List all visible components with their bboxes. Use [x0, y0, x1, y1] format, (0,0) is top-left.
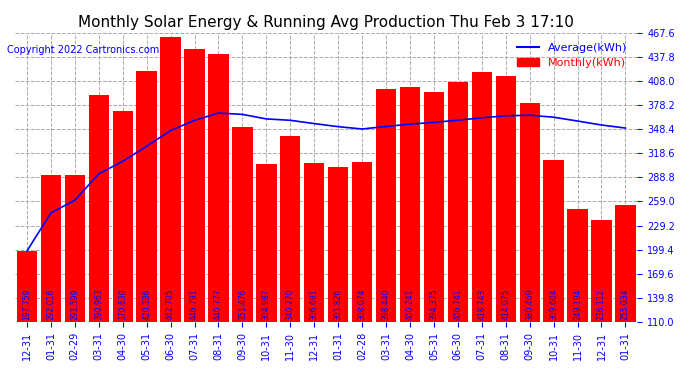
- Bar: [495, 76, 516, 322]
- Text: 406.741: 406.741: [453, 288, 462, 320]
- Text: 394.375: 394.375: [429, 288, 438, 320]
- Bar: [88, 94, 109, 322]
- Bar: [376, 88, 396, 322]
- Bar: [280, 136, 300, 322]
- Bar: [17, 251, 37, 322]
- Text: 418.743: 418.743: [477, 288, 486, 320]
- Bar: [448, 82, 468, 322]
- Text: 309.604: 309.604: [549, 288, 558, 320]
- Text: Copyright 2022 Cartronics.com: Copyright 2022 Cartronics.com: [7, 45, 159, 55]
- Text: 400.241: 400.241: [406, 288, 415, 320]
- Bar: [65, 175, 85, 322]
- Text: 236.112: 236.112: [597, 288, 606, 320]
- Text: 398.440: 398.440: [382, 288, 391, 320]
- Bar: [184, 50, 205, 322]
- Text: 255.034: 255.034: [621, 288, 630, 320]
- Bar: [112, 111, 133, 322]
- Text: 340.270: 340.270: [286, 288, 295, 320]
- Bar: [567, 209, 588, 322]
- Bar: [472, 72, 492, 322]
- Text: 390.963: 390.963: [95, 288, 103, 320]
- Text: 446.791: 446.791: [190, 288, 199, 320]
- Bar: [208, 54, 228, 322]
- Text: 306.691: 306.691: [310, 288, 319, 320]
- Text: 249.194: 249.194: [573, 288, 582, 320]
- Bar: [520, 103, 540, 322]
- Bar: [41, 175, 61, 322]
- Bar: [544, 160, 564, 322]
- Text: 370.630: 370.630: [118, 288, 127, 320]
- Text: 304.987: 304.987: [262, 288, 271, 320]
- Bar: [161, 36, 181, 322]
- Text: 291.599: 291.599: [70, 288, 79, 320]
- Text: 420.386: 420.386: [142, 288, 151, 320]
- Bar: [400, 87, 420, 322]
- Text: 292.016: 292.016: [46, 288, 55, 320]
- Bar: [591, 220, 611, 322]
- Text: 462.705: 462.705: [166, 288, 175, 320]
- Text: 301.826: 301.826: [334, 288, 343, 320]
- Legend: Average(kWh), Monthly(kWh): Average(kWh), Monthly(kWh): [513, 38, 632, 72]
- Bar: [256, 164, 277, 322]
- Bar: [304, 163, 324, 322]
- Text: 308.074: 308.074: [357, 288, 366, 320]
- Bar: [424, 92, 444, 322]
- Bar: [352, 162, 373, 322]
- Bar: [615, 205, 635, 322]
- Text: 414.075: 414.075: [501, 288, 510, 320]
- Bar: [233, 126, 253, 322]
- Title: Monthly Solar Energy & Running Avg Production Thu Feb 3 17:10: Monthly Solar Energy & Running Avg Produ…: [78, 15, 574, 30]
- Text: 440.777: 440.777: [214, 288, 223, 320]
- Text: 351.476: 351.476: [238, 288, 247, 320]
- Text: 197.759: 197.759: [23, 288, 32, 320]
- Text: 380.469: 380.469: [525, 288, 534, 320]
- Bar: [328, 167, 348, 322]
- Bar: [137, 71, 157, 322]
